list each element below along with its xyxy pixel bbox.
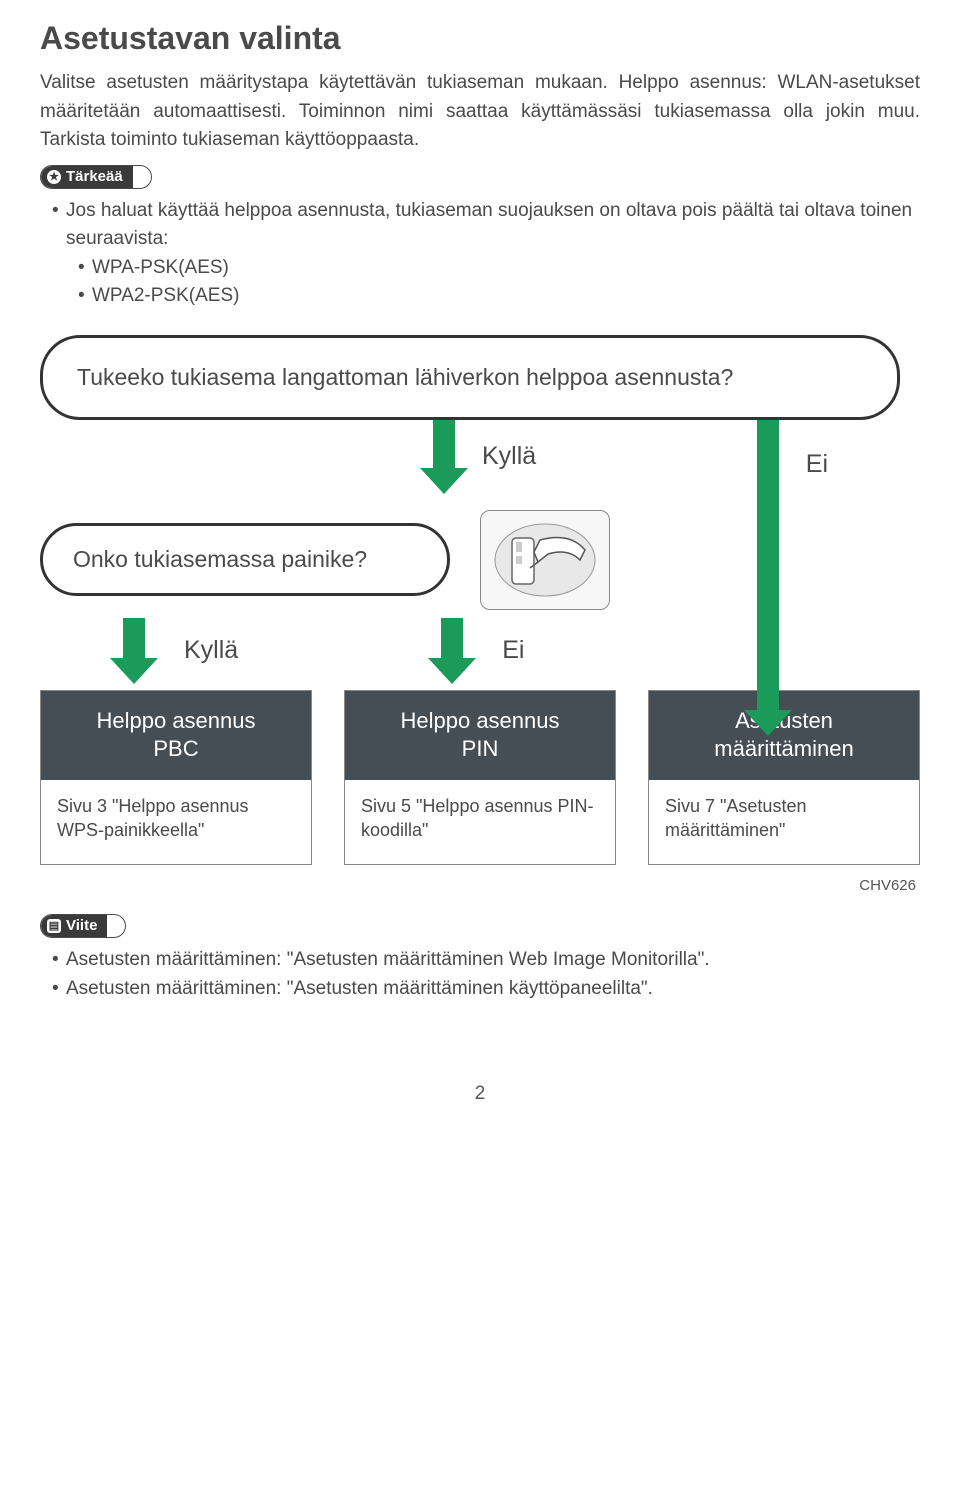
result-card: Helppo asennus PBC Sivu 3 "Helppo asennu… <box>40 690 312 866</box>
card-title-line: Helppo asennus <box>353 707 607 736</box>
card-body: Sivu 3 "Helppo asennus WPS-painikkeella" <box>41 780 311 865</box>
reference-tag-label: Viite <box>66 915 97 937</box>
important-list: Jos haluat käyttää helppoa asennusta, tu… <box>40 197 920 311</box>
device-illustration <box>480 510 610 610</box>
card-title-line: PIN <box>353 735 607 764</box>
card-title-line: PBC <box>49 735 303 764</box>
star-icon: ★ <box>47 170 61 184</box>
no-label: Ei <box>806 450 828 479</box>
important-item: WPA-PSK(AES) <box>78 254 920 283</box>
intro-paragraph: Valitse asetusten määritystapa käytettäv… <box>40 69 920 155</box>
card-body: Sivu 7 "Asetusten määrittäminen" <box>649 780 919 865</box>
important-item: WPA2-PSK(AES) <box>78 282 920 311</box>
note-icon: ▤ <box>47 919 61 933</box>
card-title-line: määrittäminen <box>657 735 911 764</box>
result-card: Helppo asennus PIN Sivu 5 "Helppo asennu… <box>344 690 616 866</box>
reference-tag: ▤ Viite <box>40 914 126 938</box>
question-box-1: Tukeeko tukiasema langattoman lähiverkon… <box>40 335 900 420</box>
arrow-down-icon <box>420 420 468 494</box>
important-tag-label: Tärkeää <box>66 166 123 188</box>
flowchart: Tukeeko tukiasema langattoman lähiverkon… <box>40 335 920 895</box>
page-title: Asetustavan valinta <box>40 20 920 57</box>
arrow-down-icon <box>110 618 158 684</box>
card-body: Sivu 5 "Helppo asennus PIN-koodilla" <box>345 780 615 865</box>
page-number: 2 <box>40 1083 920 1105</box>
reference-list: Asetusten määrittäminen: "Asetusten määr… <box>40 946 920 1003</box>
no-label: Ei <box>502 636 524 665</box>
question-box-2: Onko tukiasemassa painike? <box>40 523 450 596</box>
reference-item: Asetusten määrittäminen: "Asetusten määr… <box>52 975 920 1004</box>
yes-label: Kyllä <box>184 636 238 665</box>
card-title-line: Helppo asennus <box>49 707 303 736</box>
arrow-down-icon <box>428 618 476 684</box>
arrow-down-long-icon <box>744 420 792 736</box>
figure-code: CHV626 <box>40 877 916 894</box>
reference-item: Asetusten määrittäminen: "Asetusten määr… <box>52 946 920 975</box>
yes-label: Kyllä <box>482 442 536 471</box>
important-tag: ★ Tärkeää <box>40 165 152 189</box>
important-text: Jos haluat käyttää helppoa asennusta, tu… <box>52 197 920 254</box>
